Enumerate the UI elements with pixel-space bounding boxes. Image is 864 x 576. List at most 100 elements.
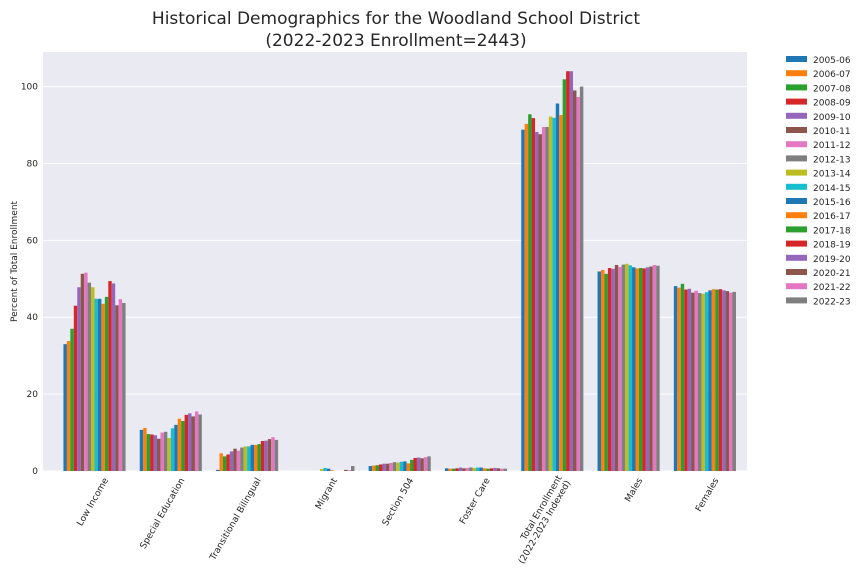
legend-label: 2009-10 [813,113,851,123]
bar-2021-22-7 [652,264,657,471]
bar-2020-21-7 [649,266,653,471]
bar-2010-11-2 [233,448,237,471]
bar-2020-21-1 [191,416,195,471]
legend-label: 2010-11 [813,127,851,137]
legend-label: 2014-15 [813,184,851,194]
bars-group [63,71,736,472]
bar-2013-14-5 [472,467,476,471]
bar-2007-08-5 [451,468,456,471]
bar-2005-06-1 [139,429,144,471]
bar-2022-23-6 [579,86,584,472]
bar-2014-15-1 [170,428,175,471]
bar-2012-13-7 [621,264,626,471]
bar-2011-12-4 [389,462,393,471]
bar-2005-06-2 [216,469,220,471]
chart-title-line-2: (2022-2023 Enrollment=2443) [265,31,526,51]
x-category-label: Males [624,476,646,504]
bar-2021-22-1 [194,411,199,471]
legend-swatch [786,141,807,148]
bar-2013-14-8 [701,293,705,471]
legend-label: 2013-14 [813,170,851,180]
bar-2022-23-4 [427,456,431,471]
bar-2008-09-5 [455,468,459,471]
bar-2016-17-6 [559,115,563,471]
bar-2006-07-6 [524,123,529,471]
legend-swatch [786,70,807,77]
bar-2008-09-8 [684,289,688,471]
chart-title-line-1: Historical Demographics for the Woodland… [152,9,640,29]
bar-2006-07-7 [601,269,605,471]
bar-2010-11-8 [691,292,695,471]
bar-2022-23-8 [732,291,736,471]
y-tick-label: 100 [21,83,38,93]
bar-2005-06-7 [597,271,601,471]
legend-swatch [786,155,807,162]
bar-2020-21-6 [573,90,577,471]
legend-swatch [786,269,807,275]
bar-2016-17-3 [330,470,334,471]
bar-2005-06-5 [444,468,449,471]
bar-2014-15-4 [399,461,404,471]
x-axis-category-labels: Low Income Special Education Transitional … [76,474,722,566]
legend-swatch [786,183,807,190]
bar-2013-14-2 [243,446,248,471]
legend-label: 2006-07 [813,70,851,80]
bar-2020-21-5 [496,468,501,471]
legend-swatch [786,283,807,290]
bar-2015-16-0 [97,298,102,471]
x-category-label: Migrant [314,476,340,511]
y-axis-label: Percent of Total Enrollment [10,200,20,322]
bar-2013-14-6 [548,116,553,471]
bar-2021-22-0 [118,299,123,471]
x-category-label: Transitional Bilingual [208,477,264,564]
bar-2012-13-6 [545,126,549,472]
legend-swatch [786,254,807,261]
bar-2013-14-0 [91,287,95,471]
x-category-label: Females [694,476,721,514]
bar-2010-11-0 [80,273,85,471]
bar-2010-11-5 [462,468,466,471]
legend-label: 2018-19 [813,241,851,251]
legend-swatch [786,212,807,219]
legend-label: 2020-21 [813,269,851,279]
bar-2015-16-7 [632,267,636,471]
bar-2013-14-3 [319,469,324,471]
bar-2013-14-1 [167,437,171,471]
bar-2005-06-6 [521,129,525,471]
bar-2020-21-0 [115,305,119,471]
bar-2011-12-0 [84,272,88,471]
legend-label: 2005-06 [813,56,851,66]
bar-2016-17-1 [177,418,182,471]
legend-swatch [786,56,807,62]
bar-2016-17-4 [406,463,411,471]
bar-2011-12-6 [541,126,546,472]
legend-label: 2017-18 [813,226,851,236]
bar-2019-20-6 [569,71,573,471]
x-category-label: Total Enrollment(2022-2023 Indexed) [509,474,574,566]
bar-2007-08-4 [375,465,379,471]
bar-2015-16-4 [403,461,407,471]
bar-2022-23-2 [274,439,279,471]
bar-2021-22-8 [729,292,733,471]
bar-2014-15-0 [94,298,98,471]
bar-2010-11-1 [157,438,161,471]
bar-2016-17-2 [254,444,258,471]
bar-2006-07-5 [448,468,452,471]
legend-swatch [786,169,807,176]
bar-2006-07-1 [143,427,147,471]
legend: 2005-06 2006-07 2007-08 2008-09 2009-10 2010-… [786,56,851,307]
bar-2022-23-0 [122,303,126,471]
bar-2006-07-2 [219,453,223,471]
bar-2017-18-6 [562,79,567,471]
bar-2021-22-3 [347,470,351,471]
bar-2022-23-7 [656,265,660,471]
bar-2007-08-7 [604,273,608,471]
bar-2015-16-5 [479,467,483,471]
bar-2015-16-6 [555,103,560,471]
bar-2009-10-6 [535,131,539,471]
bar-2019-20-7 [645,267,650,471]
bar-2010-11-7 [614,264,619,471]
bar-2005-06-0 [63,344,67,471]
bar-2006-07-0 [66,341,71,471]
bar-2020-21-8 [725,291,730,471]
